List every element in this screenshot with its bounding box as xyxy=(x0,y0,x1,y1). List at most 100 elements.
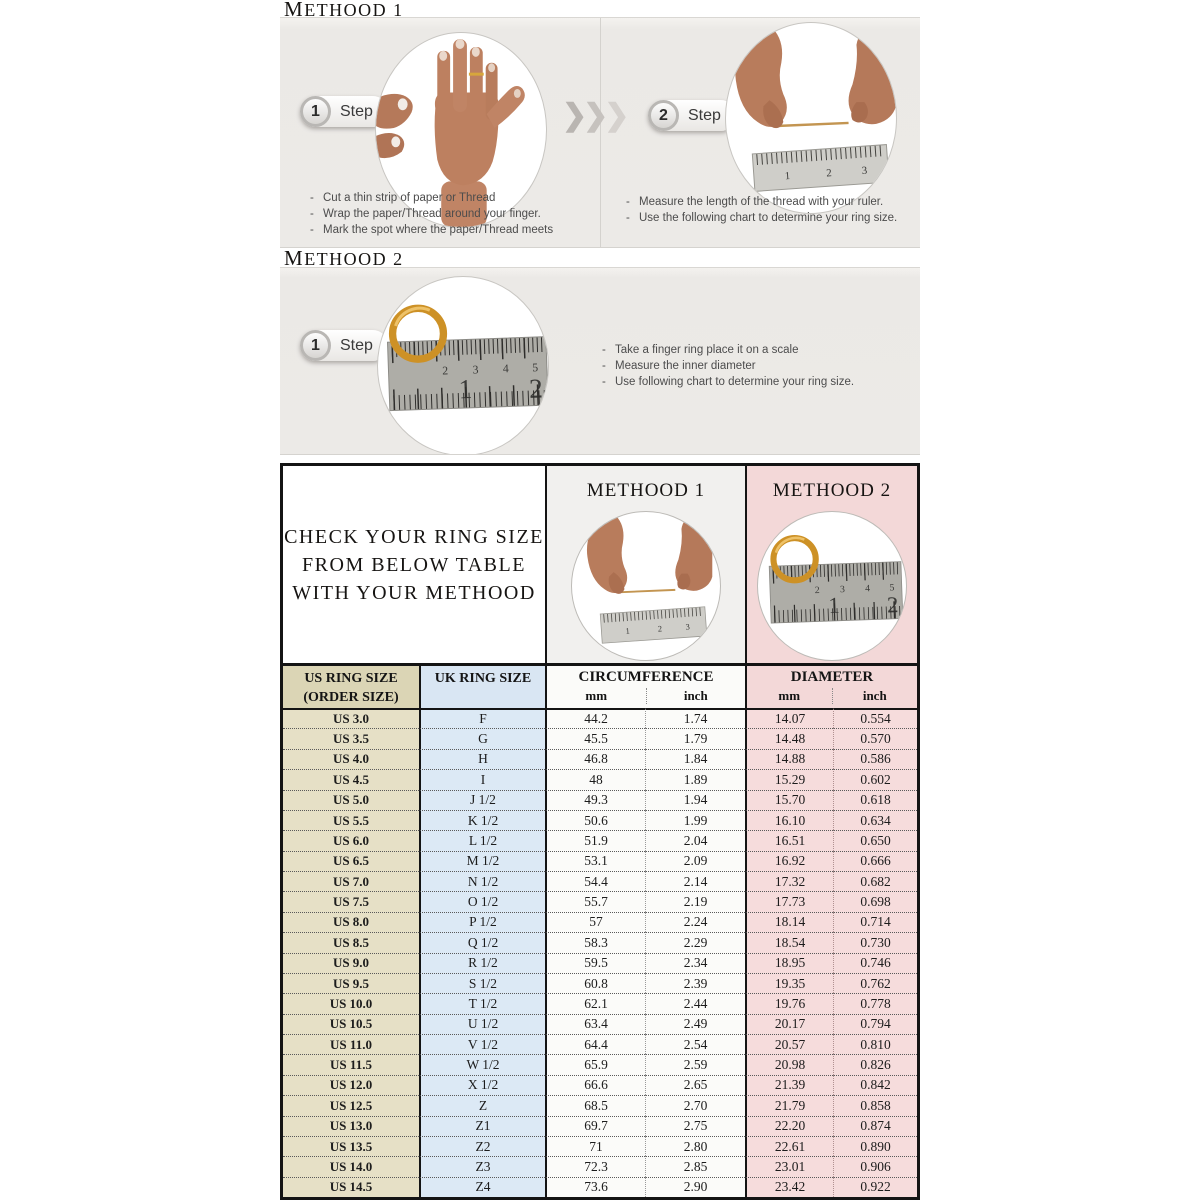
diameter-mm-cell: 23.01 xyxy=(745,1156,833,1177)
circumference-inch-cell: 2.09 xyxy=(645,850,745,871)
uk-size-cell: Z2 xyxy=(419,1135,545,1157)
diameter-mm-cell: 14.88 xyxy=(745,748,833,770)
uk-size-cell: K 1/2 xyxy=(419,809,545,831)
circumference-inch-cell: 2.24 xyxy=(645,911,745,933)
ring-ruler-photo-circle: 2 3 4 5 1 2 xyxy=(377,276,549,454)
uk-size-cell: L 1/2 xyxy=(419,830,545,851)
header-line: UK RING SIZE xyxy=(434,671,532,686)
circumference-mm-cell: 64.4 xyxy=(545,1034,645,1055)
svg-text:2: 2 xyxy=(886,592,898,617)
chevron-right-icon: ❯ xyxy=(604,99,629,132)
diameter-mm-cell: 15.70 xyxy=(745,789,833,810)
method1-step2-instructions: Measure the length of the thread with yo… xyxy=(626,194,918,226)
method1-title: METHOOD 1 xyxy=(284,0,404,21)
circumference-mm-cell: 45.5 xyxy=(545,728,645,749)
step-number-icon: 2 xyxy=(648,100,679,131)
diameter-inch-cell: 0.714 xyxy=(833,911,917,933)
method2-title: METHOOD 2 xyxy=(284,246,404,270)
diameter-inch-cell: 0.682 xyxy=(833,871,917,892)
instruction-item: Wrap the paper/Thread around your finger… xyxy=(310,206,602,222)
uk-size-cell: Z xyxy=(419,1095,545,1116)
circumference-mm-cell: 65.9 xyxy=(545,1054,645,1075)
diameter-mm-cell: 16.10 xyxy=(745,809,833,831)
circumference-mm-cell: 57 xyxy=(545,911,645,933)
table-method2-cell: METHOOD 2 2 3 4 5 1 2 xyxy=(745,466,917,663)
circumference-inch-cell: 1.94 xyxy=(645,789,745,810)
uk-size-cell: U 1/2 xyxy=(419,1013,545,1034)
uk-size-cell: F xyxy=(419,708,545,729)
diameter-inch-cell: 0.666 xyxy=(833,850,917,871)
circumference-inch-cell: 2.54 xyxy=(645,1034,745,1055)
uk-size-cell: M 1/2 xyxy=(419,850,545,871)
diameter-inch-cell: 0.778 xyxy=(833,993,917,1014)
chevron-right-icons: ❯❯❯ xyxy=(562,98,629,133)
circumference-inch-cell: 1.74 xyxy=(645,708,745,729)
column-header-diameter: DIAMETER mm inch xyxy=(745,663,917,708)
diameter-inch-cell: 0.602 xyxy=(833,769,917,790)
circumference-mm-cell: 48 xyxy=(545,769,645,790)
svg-text:2: 2 xyxy=(658,623,663,633)
circumference-mm-cell: 50.6 xyxy=(545,809,645,831)
us-size-cell: US 8.0 xyxy=(283,911,419,933)
us-size-cell: US 11.5 xyxy=(283,1054,419,1075)
chevron-right-icon: ❯ xyxy=(562,99,587,132)
circumference-mm-cell: 55.7 xyxy=(545,891,645,912)
us-size-cell: US 14.0 xyxy=(283,1156,419,1177)
uk-size-cell: G xyxy=(419,728,545,749)
diameter-mm-cell: 16.92 xyxy=(745,850,833,871)
us-size-cell: US 14.5 xyxy=(283,1176,419,1197)
us-size-cell: US 4.0 xyxy=(283,748,419,770)
us-size-cell: US 6.0 xyxy=(283,830,419,851)
subheader-inch: inch xyxy=(831,688,918,704)
instruction-item: Mark the spot where the paper/Thread mee… xyxy=(310,222,602,238)
circumference-inch-cell: 2.39 xyxy=(645,972,745,994)
diameter-mm-cell: 19.76 xyxy=(745,993,833,1014)
us-size-cell: US 10.5 xyxy=(283,1013,419,1034)
svg-text:3: 3 xyxy=(840,584,845,595)
diameter-inch-cell: 0.650 xyxy=(833,830,917,851)
circumference-mm-cell: 59.5 xyxy=(545,952,645,973)
circumference-inch-cell: 2.49 xyxy=(645,1013,745,1034)
instruction-item: Take a finger ring place it on a scale xyxy=(602,342,908,358)
diameter-inch-cell: 0.554 xyxy=(833,708,917,729)
diameter-mm-cell: 14.48 xyxy=(745,728,833,749)
table-method1-label: METHOOD 1 xyxy=(586,480,706,501)
uk-size-cell: O 1/2 xyxy=(419,891,545,912)
circumference-mm-cell: 46.8 xyxy=(545,748,645,770)
circumference-inch-cell: 1.84 xyxy=(645,748,745,770)
diameter-mm-cell: 23.42 xyxy=(745,1176,833,1197)
circumference-inch-cell: 1.99 xyxy=(645,809,745,831)
circumference-mm-cell: 49.3 xyxy=(545,789,645,810)
uk-size-cell: Z4 xyxy=(419,1176,545,1197)
uk-size-cell: Q 1/2 xyxy=(419,932,545,953)
diameter-inch-cell: 0.570 xyxy=(833,728,917,749)
uk-size-cell: V 1/2 xyxy=(419,1034,545,1055)
column-header-circumference: CIRCUMFERENCE mm inch xyxy=(545,663,745,708)
svg-text:2: 2 xyxy=(442,364,448,377)
step-badge-2: 2 Step xyxy=(648,100,736,131)
circumference-mm-cell: 73.6 xyxy=(545,1176,645,1197)
circumference-mm-cell: 51.9 xyxy=(545,830,645,851)
diameter-mm-cell: 21.79 xyxy=(745,1095,833,1116)
uk-size-cell: Z1 xyxy=(419,1115,545,1136)
ring-on-ruler-illustration: 2 3 4 5 1 2 xyxy=(768,534,904,624)
diameter-inch-cell: 0.906 xyxy=(833,1156,917,1177)
step-number-icon: 1 xyxy=(300,330,331,361)
step-badge-1: 1 Step xyxy=(300,96,388,127)
diameter-inch-cell: 0.698 xyxy=(833,891,917,912)
instruction-item: Cut a thin strip of paper or Thread xyxy=(310,190,602,206)
diameter-inch-cell: 0.746 xyxy=(833,952,917,973)
diameter-inch-cell: 0.810 xyxy=(833,1034,917,1055)
diameter-inch-cell: 0.826 xyxy=(833,1054,917,1075)
diameter-inch-cell: 0.842 xyxy=(833,1074,917,1096)
uk-size-cell: T 1/2 xyxy=(419,993,545,1014)
uk-size-cell: H xyxy=(419,748,545,770)
circumference-inch-cell: 2.34 xyxy=(645,952,745,973)
header-line: (ORDER SIZE) xyxy=(303,690,399,705)
us-size-cell: US 5.5 xyxy=(283,809,419,831)
diameter-inch-cell: 0.730 xyxy=(833,932,917,953)
circumference-inch-cell: 2.19 xyxy=(645,891,745,912)
diameter-inch-cell: 0.762 xyxy=(833,972,917,994)
circumference-inch-cell: 2.90 xyxy=(645,1176,745,1197)
